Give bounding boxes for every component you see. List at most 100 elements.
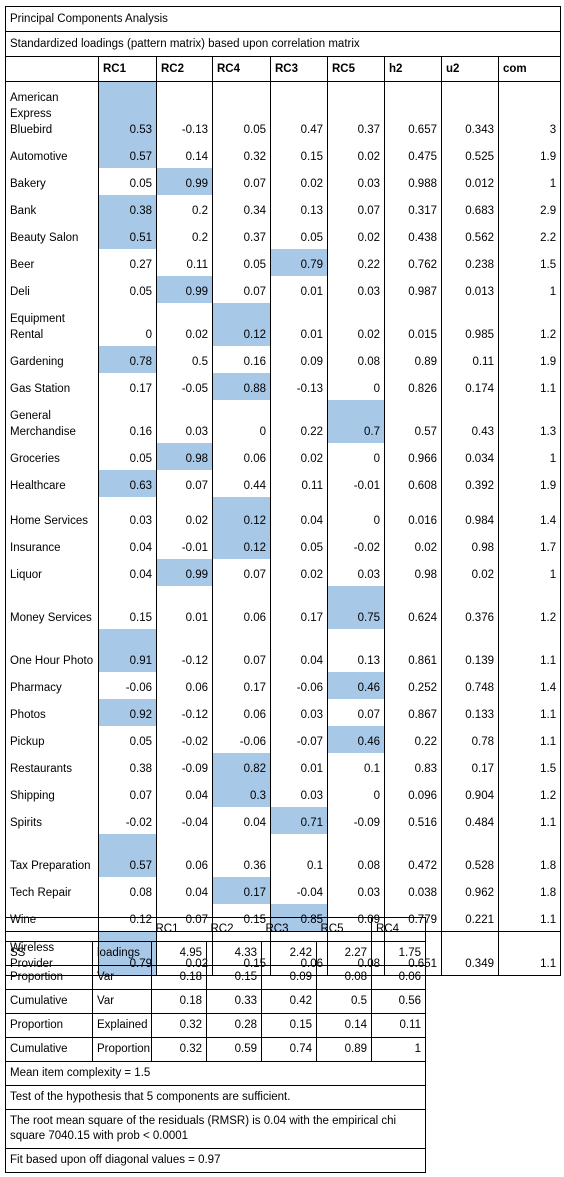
summary-cell-rc2: 4.33 [206, 941, 262, 966]
cell-rc3: 0.17 [270, 586, 328, 629]
cell-rc3: 0.01 [270, 303, 328, 346]
cell-rc2: -0.02 [156, 726, 213, 753]
cell-rc3: 0.02 [270, 559, 328, 586]
table-title: Principal Components Analysis [4, 6, 562, 32]
cell-h2: 0.98 [384, 559, 442, 586]
cell-rc3: -0.07 [270, 726, 328, 753]
table-row: Groceries 0.05 0.98 0.06 0.02 0 0.966 0.034 1 [5, 443, 562, 470]
cell-rc1: 0 [98, 303, 157, 346]
cell-h2: 0.966 [384, 443, 442, 470]
cell-rc2: 0.06 [156, 672, 213, 699]
cell-rc4: 0.3 [212, 780, 271, 807]
cell-rc5: 0.7 [327, 400, 385, 443]
cell-h2: 0.016 [384, 497, 442, 532]
table-row: Spirits -0.02 -0.04 0.04 0.71 -0.09 0.516 0.484… [5, 807, 562, 834]
cell-rc4: 0.06 [212, 443, 271, 470]
cell-rc3: 0.11 [270, 470, 328, 497]
summary-cell-rc3: 2.42 [261, 941, 317, 966]
row-label: Equipment Rental [5, 303, 99, 346]
row-label: Photos [5, 699, 99, 726]
row-label: Home Services [5, 497, 99, 532]
cell-rc3: 0.04 [270, 629, 328, 672]
cell-rc5: 0.46 [327, 726, 385, 753]
row-label: Beauty Salon [5, 222, 99, 249]
header-rc5: RC5 [327, 56, 385, 82]
cell-com: 1.2 [497, 780, 562, 807]
summary-cell-rc4: 1 [371, 1037, 426, 1062]
cell-rc2: 0.04 [156, 780, 213, 807]
cell-rc4: 0.04 [212, 807, 271, 834]
summary-note: Fit based upon off diagonal values = 0.9… [5, 1148, 426, 1173]
cell-rc3: 0.22 [270, 400, 328, 443]
cell-rc5: 0 [327, 780, 385, 807]
cell-h2: 0.861 [384, 629, 442, 672]
table-subtitle: Standardized loadings (pattern matrix) b… [4, 31, 562, 57]
cell-rc1: 0.08 [98, 877, 157, 904]
cell-rc3: 0.15 [270, 141, 328, 168]
summary-sublabel: loadings [92, 941, 152, 966]
cell-rc1: 0.51 [98, 222, 157, 249]
cell-rc5: 0.1 [327, 753, 385, 780]
cell-u2: 0.012 [441, 168, 499, 195]
summary-header-rc2: RC2 [206, 917, 262, 942]
cell-rc2: -0.13 [156, 81, 213, 141]
cell-h2: 0.472 [384, 834, 442, 877]
cell-rc3: -0.13 [270, 373, 328, 400]
summary-cell-rc2: 0.33 [206, 989, 262, 1014]
cell-rc1: 0.16 [98, 400, 157, 443]
row-label: American Express Bluebird [5, 81, 99, 141]
table-row: Photos 0.92 -0.12 0.06 0.03 0.07 0.867 0.133 1.1 [5, 699, 562, 726]
row-label: Tax Preparation [5, 834, 99, 877]
cell-rc4: 0.82 [212, 753, 271, 780]
cell-rc2: 0.11 [156, 249, 213, 276]
cell-u2: 0.683 [441, 195, 499, 222]
cell-rc1: 0.63 [98, 470, 157, 497]
cell-rc5: -0.02 [327, 532, 385, 559]
summary-sublabel: Explained [92, 1013, 152, 1038]
cell-com: 1.1 [497, 931, 562, 976]
cell-rc4: 0.32 [212, 141, 271, 168]
cell-u2: 0.17 [441, 753, 499, 780]
header-u2: u2 [441, 56, 499, 82]
row-label: Beer [5, 249, 99, 276]
cell-rc5: 0 [327, 497, 385, 532]
row-label: Shipping [5, 780, 99, 807]
table-row: Pickup 0.05 -0.02 -0.06 -0.07 0.46 0.22 0.78 1.1 [5, 726, 562, 753]
summary-row: Proportion Var 0.18 0.15 0.09 0.08 0.06 [5, 965, 426, 990]
cell-rc1: 0.03 [98, 497, 157, 532]
header-rc4: RC4 [212, 56, 271, 82]
cell-com: 1.9 [497, 141, 562, 168]
cell-rc2: 0.04 [156, 877, 213, 904]
table-row: Liquor 0.04 0.99 0.07 0.02 0.03 0.98 0.02 1 [5, 559, 562, 586]
cell-rc3: -0.04 [270, 877, 328, 904]
summary-label: Cumulative [5, 989, 93, 1014]
cell-com: 1.4 [497, 497, 562, 532]
cell-rc2: -0.04 [156, 807, 213, 834]
cell-rc1: 0.05 [98, 276, 157, 303]
cell-rc1: 0.91 [98, 629, 157, 672]
cell-rc2: -0.01 [156, 532, 213, 559]
summary-row: SS loadings 4.95 4.33 2.42 2.27 1.75 [5, 941, 426, 966]
table-row: Insurance 0.04 -0.01 0.12 0.05 -0.02 0.02 0.98 1… [5, 532, 562, 559]
row-label: Healthcare [5, 470, 99, 497]
summary-note: Mean item complexity = 1.5 [5, 1061, 426, 1086]
cell-com: 1.9 [497, 346, 562, 373]
cell-u2: 0.139 [441, 629, 499, 672]
cell-rc3: 0.71 [270, 807, 328, 834]
cell-rc4: 0.34 [212, 195, 271, 222]
cell-h2: 0.096 [384, 780, 442, 807]
header-rc1: RC1 [98, 56, 157, 82]
cell-rc2: 0.06 [156, 834, 213, 877]
cell-rc5: -0.01 [327, 470, 385, 497]
cell-rc5: 0.75 [327, 586, 385, 629]
cell-rc5: 0.46 [327, 672, 385, 699]
cell-rc3: 0.03 [270, 699, 328, 726]
cell-com: 1.7 [497, 532, 562, 559]
cell-u2: 0.238 [441, 249, 499, 276]
summary-header-row: RC1 RC2 RC3 RC5 RC4 [5, 917, 426, 942]
summary-cell-rc3: 0.09 [261, 965, 317, 990]
header-rc3: RC3 [270, 56, 328, 82]
summary-cell-rc3: 0.15 [261, 1013, 317, 1038]
cell-com: 1.1 [497, 807, 562, 834]
cell-com: 1 [497, 168, 562, 195]
